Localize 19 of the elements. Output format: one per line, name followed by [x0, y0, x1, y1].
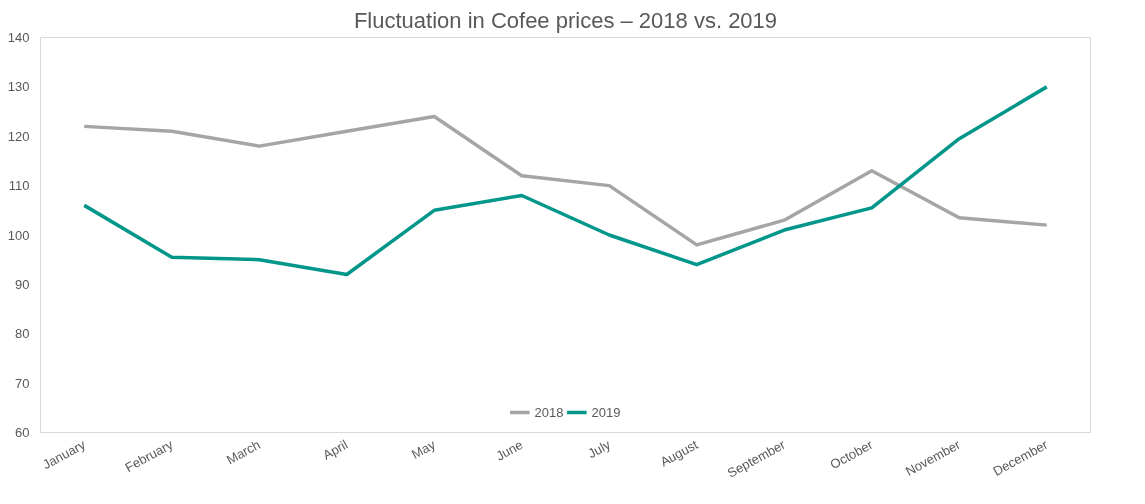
y-tick-label: 140 — [7, 30, 30, 45]
x-tick-label: April — [320, 436, 351, 463]
legend-label: 2018 — [534, 404, 564, 420]
x-tick-label: July — [585, 436, 614, 462]
legend-label: 2019 — [591, 404, 621, 420]
chart-title: Fluctuation in Cofee prices – 2018 vs. 2019 — [353, 7, 778, 33]
y-tick-label: 80 — [15, 326, 30, 342]
line-series — [82, 114, 1049, 247]
x-tick-label: June — [493, 436, 526, 464]
y-tick-label: 110 — [8, 178, 30, 194]
y-tick-label: 130 — [7, 79, 30, 95]
y-tick-label: 60 — [15, 425, 30, 440]
y-tick-label: 70 — [15, 375, 30, 391]
y-tick-label: 90 — [15, 276, 30, 292]
line-series — [82, 85, 1049, 277]
x-tick-label: March — [223, 436, 263, 468]
y-tick-label: 100 — [7, 227, 30, 243]
y-tick-label: 120 — [7, 128, 30, 144]
x-tick-label: May — [409, 436, 439, 462]
